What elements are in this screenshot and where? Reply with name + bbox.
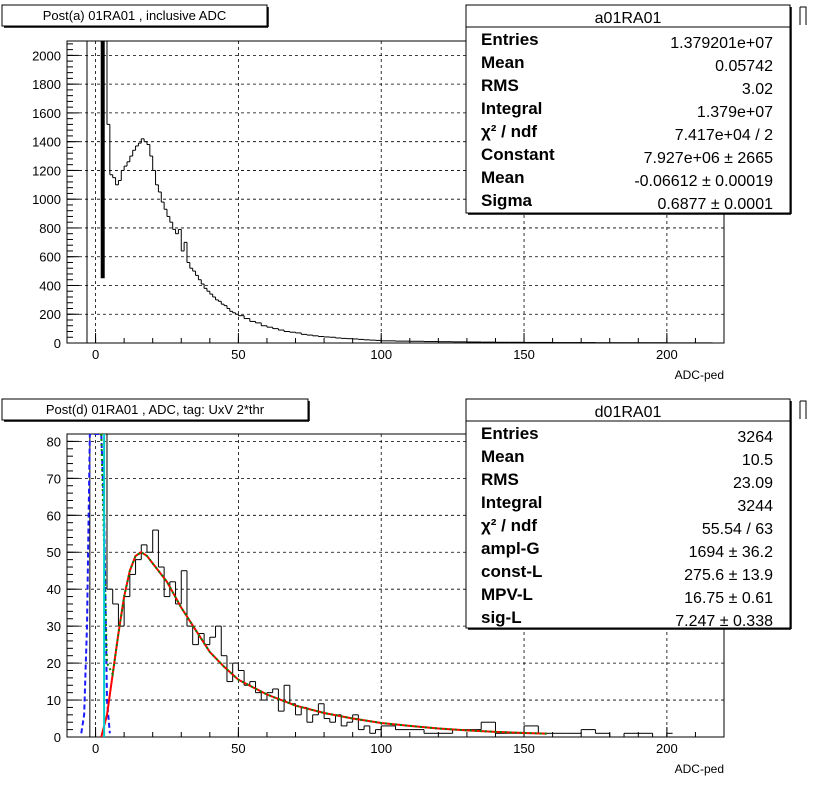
stats-row-label: sig-L: [481, 608, 522, 627]
stats-row-label: Sigma: [481, 191, 533, 210]
y-tick-label: 800: [39, 221, 61, 236]
chart-title: Post(a) 01RA01 , inclusive ADC: [43, 8, 227, 23]
legend-stub: [800, 6, 807, 25]
stats-row-value: 7.417e+04 / 2: [675, 127, 773, 144]
y-tick-label: 0: [54, 336, 61, 351]
y-tick-label: 400: [39, 278, 61, 293]
y-tick-label: 200: [39, 307, 61, 322]
stats-row-value: 1.379e+07: [697, 104, 773, 121]
stats-row-value: 16.75 ± 0.61: [684, 590, 773, 607]
y-tick-label: 600: [39, 250, 61, 265]
stats-row-label: χ² / ndf: [481, 122, 537, 141]
histogram-series: [81, 41, 713, 343]
stats-row-value: 1.379201e+07: [670, 35, 773, 52]
x-tick-label: 0: [92, 741, 99, 756]
stats-row-label: MPV-L: [481, 585, 533, 604]
y-tick-label: 20: [47, 656, 61, 671]
stats-row-value: 0.05742: [715, 58, 773, 75]
title-box: [1, 398, 309, 421]
y-tick-label: 1400: [32, 135, 61, 150]
y-tick-label: 50: [47, 545, 61, 560]
y-tick-label: 10: [47, 693, 61, 708]
y-tick-label: 1200: [32, 163, 61, 178]
stats-row-label: const-L: [481, 562, 542, 581]
y-tick-label: 30: [47, 619, 61, 634]
stats-row-label: Integral: [481, 99, 542, 118]
x-tick-label: 200: [656, 741, 678, 756]
stats-row-label: Mean: [481, 53, 524, 72]
stats-row-value: 3264: [737, 429, 773, 446]
stats-row-label: χ² / ndf: [481, 516, 537, 535]
legend-stub: [800, 400, 807, 419]
series-group: [81, 41, 713, 343]
y-tick-label: 0: [54, 730, 61, 745]
stats-row-value: -0.06612 ± 0.00019: [634, 173, 773, 190]
stats-row-label: Mean: [481, 447, 524, 466]
y-tick-label: 2000: [32, 48, 61, 63]
stats-row-value: 1694 ± 36.2: [689, 544, 774, 561]
stats-box-frame: [465, 4, 791, 214]
x-tick-label: 50: [231, 741, 245, 756]
x-axis-label: ADC-ped: [675, 762, 724, 776]
chart-title: Post(d) 01RA01 , ADC, tag: UxV 2*thr: [46, 402, 265, 417]
chart-panel-a: 0 50 100 150 2000200400600800100012001400160…: [1, 4, 807, 382]
stats-row-value: 55.54 / 63: [702, 521, 773, 538]
stats-row-label: Constant: [481, 145, 555, 164]
x-tick-label: 50: [231, 347, 245, 362]
x-tick-label: 200: [656, 347, 678, 362]
x-tick-label: 100: [370, 741, 392, 756]
y-tick-label: 1600: [32, 106, 61, 121]
x-tick-label: 100: [370, 347, 392, 362]
stats-row-value: 7.247 ± 0.338: [675, 613, 773, 630]
stats-row-value: 23.09: [733, 475, 773, 492]
y-tick-label: 60: [47, 508, 61, 523]
y-tick-label: 80: [47, 434, 61, 449]
stats-row-value: 3.02: [742, 81, 773, 98]
x-tick-label: 150: [513, 741, 535, 756]
y-tick-label: 70: [47, 471, 61, 486]
y-tick-label: 40: [47, 582, 61, 597]
stats-row-value: 3244: [737, 498, 773, 515]
stats-row-label: Entries: [481, 30, 539, 49]
series-group: [78, 434, 673, 737]
stats-box-title: a01RA01: [595, 10, 662, 27]
chart-panel-d: 0 50 100 150 200 0 10 20 30 40 50 60 70 80 ADC-ped Post…: [1, 398, 807, 776]
stats-row-label: ampl-G: [481, 539, 540, 558]
stats-row-value: 275.6 ± 13.9: [684, 567, 773, 584]
stats-row-label: RMS: [481, 470, 519, 489]
stats-row-value: 0.6877 ± 0.0001: [657, 196, 773, 213]
stats-box: a01RA01 Entries 1.379201e+07 Mean 0.05742 RMS…: [465, 4, 792, 215]
stats-row-value: 7.927e+06 ± 2665: [644, 150, 773, 167]
stats-box: d01RA01 Entries 3264 Mean 10.5 RMS 23.09 Integr…: [465, 398, 792, 630]
title-box: [1, 4, 268, 27]
x-tick-label: 0: [92, 347, 99, 362]
stats-row-value: 10.5: [742, 452, 773, 469]
x-tick-label: 150: [513, 347, 535, 362]
stats-box-frame: [465, 398, 791, 629]
x-axis-label: ADC-ped: [675, 368, 724, 382]
y-tick-label: 1000: [32, 192, 61, 207]
stats-row-label: RMS: [481, 76, 519, 95]
y-tick-label: 1800: [32, 77, 61, 92]
stats-row-label: Mean: [481, 168, 524, 187]
stats-box-title: d01RA01: [595, 404, 662, 421]
stats-row-label: Entries: [481, 424, 539, 443]
stats-row-label: Integral: [481, 493, 542, 512]
series-sum-line: [100, 434, 547, 735]
